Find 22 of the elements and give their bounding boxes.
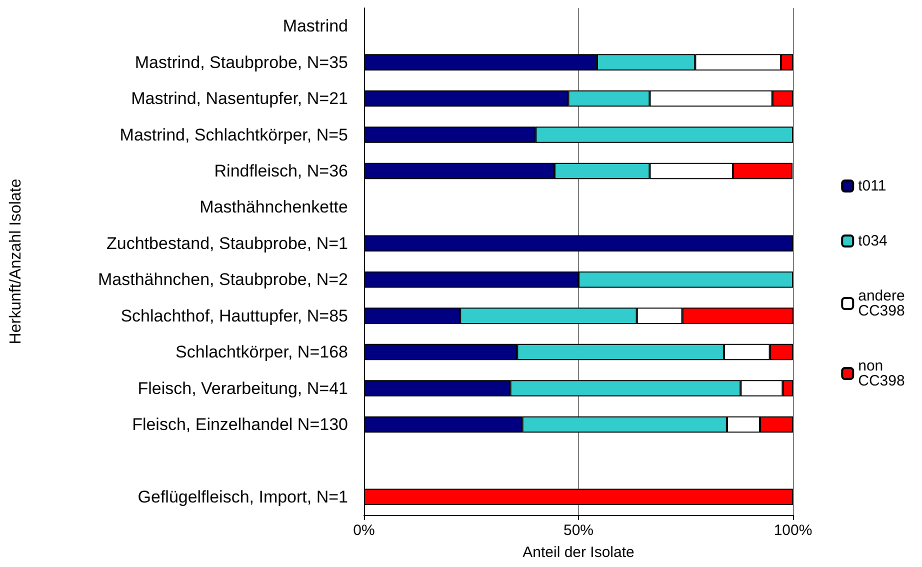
- legend-label: t011: [858, 178, 886, 194]
- y-tick-label: Schlachthof, Hauttupfer, N=85: [120, 306, 348, 326]
- x-tick-label: 0%: [353, 522, 375, 539]
- x-axis-title: Anteil der Isolate: [522, 544, 634, 561]
- y-tick-label: Schlachtkörper, N=168: [176, 342, 348, 362]
- x-tick-label: 50%: [563, 522, 594, 539]
- y-tick-label: Rindfleisch, N=36: [214, 161, 348, 180]
- y-tick-label: Fleisch, Einzelhandel N=130: [132, 414, 348, 434]
- y-tick-label: Mastrind, Staubprobe, N=35: [134, 52, 348, 72]
- legend-label: non CC398: [858, 358, 905, 390]
- legend-label: andere CC398: [858, 288, 909, 320]
- y-tick-label: Mastrind, Schlachtkörper, N=5: [120, 125, 348, 144]
- y-tick-label: Mastrind, Nasentupfer, N=21: [131, 89, 348, 108]
- y-tick-label: Mastrind: [282, 16, 348, 36]
- x-tick-label: 100%: [774, 522, 812, 539]
- y-tick-label: Masthähnchen, Staubprobe, N=2: [98, 270, 348, 290]
- legend-label: t034: [858, 232, 888, 250]
- y-tick-label: Fleisch, Verarbeitung, N=41: [138, 378, 348, 398]
- y-tick-label: Geflügelfleisch, Import, N=1: [138, 487, 348, 506]
- y-axis-title: Herkunft/Anzahl Isolate: [8, 178, 24, 344]
- y-tick-label: Zuchtbestand, Staubprobe, N=1: [106, 234, 348, 253]
- y-tick-label: Masthähnchenkette: [200, 198, 348, 217]
